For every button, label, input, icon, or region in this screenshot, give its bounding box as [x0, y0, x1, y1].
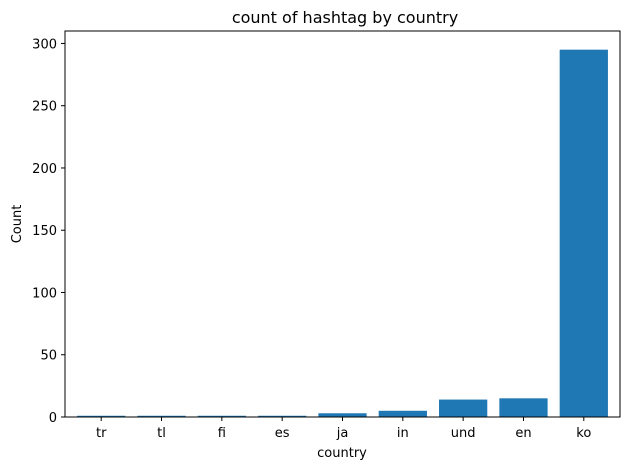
x-axis: tr tl fi es ja in und en ko: [96, 417, 591, 441]
bar-es: [258, 415, 307, 417]
y-axis-title: Count: [10, 205, 25, 244]
bar-ja: [318, 413, 367, 417]
x-tick-label: es: [275, 426, 290, 441]
x-tick-label: in: [397, 426, 409, 441]
bar-ko: [559, 49, 608, 417]
bar-en: [499, 398, 548, 417]
bars-group: [77, 49, 608, 417]
bar-tr: [77, 415, 126, 417]
y-tick-label: 200: [32, 162, 57, 177]
bar-tl: [137, 415, 186, 417]
chart-title: count of hashtag by country: [232, 8, 458, 27]
plot-frame: [64, 30, 621, 418]
x-tick-label: tl: [157, 426, 166, 441]
x-axis-title: country: [317, 446, 367, 461]
bar-in: [378, 410, 427, 417]
y-tick-label: 250: [32, 100, 57, 115]
y-axis: 0 50 100 150 200 250 300: [32, 37, 65, 426]
y-tick-label: 50: [40, 349, 57, 364]
y-tick-label: 100: [32, 286, 57, 301]
y-tick-label: 150: [32, 224, 57, 239]
y-tick-label: 300: [32, 37, 57, 52]
bar-fi: [197, 415, 246, 417]
x-tick-label: ja: [336, 426, 349, 441]
x-tick-label: und: [451, 426, 476, 441]
x-tick-label: en: [515, 426, 531, 441]
x-tick-label: fi: [218, 426, 226, 441]
x-tick-label: ko: [576, 426, 591, 441]
x-tick-label: tr: [96, 426, 107, 441]
y-tick-label: 0: [49, 411, 57, 426]
bar-und: [439, 399, 488, 417]
